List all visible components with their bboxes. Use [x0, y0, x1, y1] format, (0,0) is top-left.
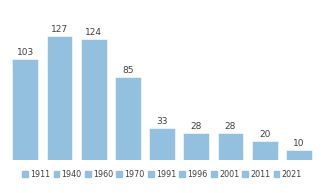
- Bar: [13, 59, 38, 160]
- Text: 28: 28: [191, 122, 202, 131]
- Bar: [81, 39, 107, 160]
- Text: 127: 127: [51, 25, 68, 34]
- Text: 124: 124: [85, 28, 102, 37]
- Bar: [149, 128, 175, 160]
- Text: 33: 33: [156, 117, 168, 126]
- Text: 20: 20: [259, 130, 270, 139]
- Bar: [184, 133, 209, 160]
- Text: 28: 28: [225, 122, 236, 131]
- Text: 85: 85: [122, 66, 134, 75]
- Bar: [47, 36, 72, 160]
- Legend: 1911, 1940, 1960, 1970, 1991, 1996, 2001, 2011, 2021: 1911, 1940, 1960, 1970, 1991, 1996, 2001…: [22, 170, 302, 179]
- Bar: [115, 77, 141, 160]
- Text: 103: 103: [17, 48, 34, 58]
- Bar: [218, 133, 243, 160]
- Bar: [252, 141, 278, 160]
- Bar: [286, 150, 312, 160]
- Text: 10: 10: [293, 140, 305, 148]
